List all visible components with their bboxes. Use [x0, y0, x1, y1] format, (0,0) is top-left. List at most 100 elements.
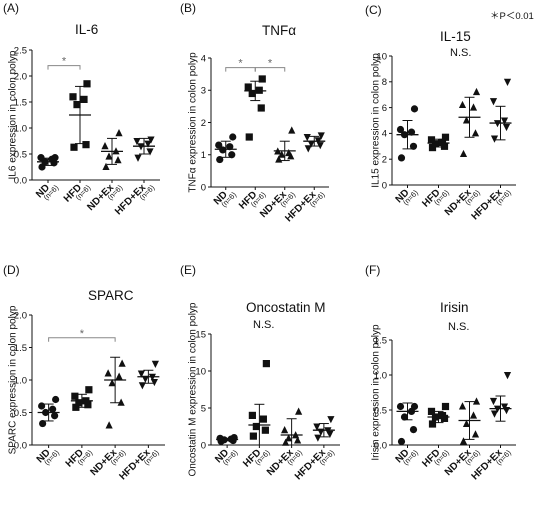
chart-tnf-data-point — [244, 83, 252, 91]
chart-il-15-data-point — [490, 135, 499, 143]
chart-tnf-data-point — [304, 145, 312, 153]
chart-il-15-panel-label: (C) — [365, 3, 382, 17]
chart-oncostatin-m-data-point — [252, 422, 260, 431]
chart-oncostatin-m-y-axis-title: Oncostatin M expression in colon polyp — [187, 302, 198, 476]
chart-tnf-data-point — [307, 140, 315, 148]
chart-il-15-data-point — [409, 142, 418, 150]
chart-sparc-data-point — [85, 386, 93, 394]
chart-il-6-data-point — [70, 143, 78, 151]
chart-irisin-data-point — [400, 413, 409, 421]
chart-sparc-y-tick-label: 1.0 — [14, 375, 27, 386]
chart-tnf-y-tick-label: 3 — [201, 86, 206, 97]
chart-il-6-y-tick-label: 1.5 — [14, 97, 27, 108]
chart-il-6-data-point — [82, 141, 90, 149]
chart-il-15-y-tick-label: 2 — [382, 155, 387, 166]
chart-irisin-data-point — [428, 420, 437, 428]
chart-oncostatin-m-data-point — [230, 434, 238, 442]
chart-oncostatin-m-data-point — [295, 407, 303, 415]
chart-tnf-data-point — [215, 141, 223, 149]
chart-sparc-data-point — [108, 379, 116, 387]
chart-tnf-data-point — [288, 126, 296, 134]
chart-oncostatin-m-data-point — [294, 436, 302, 444]
chart-tnf-data-point — [219, 146, 227, 154]
chart-sparc-data-point — [118, 359, 126, 367]
chart-sparc-data-point — [84, 401, 92, 409]
chart-il-15-y-tick-label: 8 — [382, 77, 387, 88]
chart-il-15-y-tick-label: 6 — [382, 103, 387, 114]
chart-sparc-data-point — [49, 405, 57, 413]
chart-il-15-data-point — [472, 87, 481, 96]
chart-oncostatin-m-data-point — [292, 431, 300, 439]
chart-tnf-data-point — [274, 147, 282, 155]
chart-il-6-title: IL-6 — [75, 22, 98, 37]
chart-tnf-significance-star: * — [268, 58, 273, 70]
chart-irisin-title: Irisin — [440, 300, 469, 315]
chart-il-6-data-point — [146, 148, 154, 156]
chart-il-6-y-tick-label: 0.0 — [14, 175, 27, 186]
chart-il-15-data-point — [400, 131, 409, 139]
chart-irisin-data-point — [438, 412, 447, 420]
chart-sparc-data-point — [151, 360, 159, 368]
chart-oncostatin-m-data-point — [324, 427, 332, 435]
chart-il-6-data-point — [115, 129, 123, 137]
chart-il-15-data-point — [462, 116, 471, 124]
chart-oncostatin-m-data-point — [317, 428, 325, 436]
chart-sparc-data-point — [75, 399, 83, 407]
chart-il-6-data-point — [105, 152, 113, 160]
chart-sparc-significance-bracket — [48, 337, 116, 342]
chart-il-15-data-point — [493, 120, 502, 128]
chart-il-6-data-point — [114, 156, 122, 164]
chart-sparc-data-point — [38, 402, 46, 410]
chart-sparc-data-point — [39, 419, 47, 428]
chart-il-6-data-point — [137, 143, 145, 151]
chart-sparc-panel-label: (D) — [3, 263, 20, 277]
chart-irisin-data-point — [441, 402, 450, 411]
chart-oncostatin-m-data-point — [314, 434, 322, 442]
chart-oncostatin-m-y-tick-label: 0 — [201, 440, 206, 451]
chart-tnf-data-point — [285, 148, 293, 157]
chart-tnf-data-point — [229, 133, 237, 141]
chart-il-15-data-point — [503, 78, 512, 86]
chart-il-15-data-point — [502, 123, 511, 132]
chart-il-15-data-point — [458, 100, 467, 109]
chart-il-15-data-point — [396, 125, 405, 134]
chart-sparc-y-tick-label: 0.5 — [14, 408, 27, 419]
chart-il-6-data-point — [133, 138, 141, 146]
chart-il-6-significance-star: * — [62, 56, 67, 68]
chart-il-6-data-point — [37, 154, 45, 162]
chart-il-6-data-point — [101, 142, 109, 150]
chart-irisin-data-point — [462, 419, 471, 427]
chart-oncostatin-m-data-point — [248, 411, 256, 419]
chart-irisin-y-tick-label: 0.5 — [374, 405, 387, 416]
chart-tnf-y-tick-label: 2 — [201, 118, 206, 129]
chart-sparc-data-point — [137, 370, 145, 378]
chart-oncostatin-m-y-tick-label: 15 — [195, 329, 206, 340]
chart-irisin-data-point — [489, 397, 498, 406]
chart-sparc-data-point — [148, 373, 156, 381]
chart-tnf-data-point — [255, 86, 263, 94]
chart-irisin-data-point — [396, 402, 405, 411]
chart-tnf-data-point — [317, 132, 325, 140]
chart-il-6-data-point — [144, 140, 152, 148]
chart-il-15-data-point — [469, 103, 478, 111]
chart-oncostatin-m-data-point — [259, 415, 267, 423]
chart-il-15-data-point — [431, 140, 440, 148]
chart-il-6-y-tick-label: 2.5 — [14, 45, 27, 56]
chart-il-6-y-axis-title: IL6 expression in colon polyp — [7, 50, 18, 179]
chart-sparc-title: SPARC — [88, 288, 134, 303]
chart-il-15-data-point — [407, 128, 416, 136]
chart-il-6-y-tick-label: 2.0 — [14, 71, 27, 82]
chart-tnf-significance-bracket — [254, 67, 286, 72]
chart-oncostatin-m-data-point — [327, 416, 335, 424]
chart-sparc-data-point — [117, 398, 125, 406]
chart-oncostatin-m-title: Oncostatin M — [246, 300, 326, 315]
chart-sparc-data-point — [138, 382, 146, 390]
chart-il-6-data-point — [102, 162, 110, 170]
chart-irisin-data-point — [410, 402, 419, 411]
chart-irisin-data-point — [471, 430, 480, 438]
chart-tnf-panel-label: (B) — [180, 1, 196, 15]
chart-il-15: (C) IL-15 N.S. IL15 expression in colon pol… — [365, 3, 516, 222]
chart-sparc-y-tick-label: 1.5 — [14, 343, 27, 354]
